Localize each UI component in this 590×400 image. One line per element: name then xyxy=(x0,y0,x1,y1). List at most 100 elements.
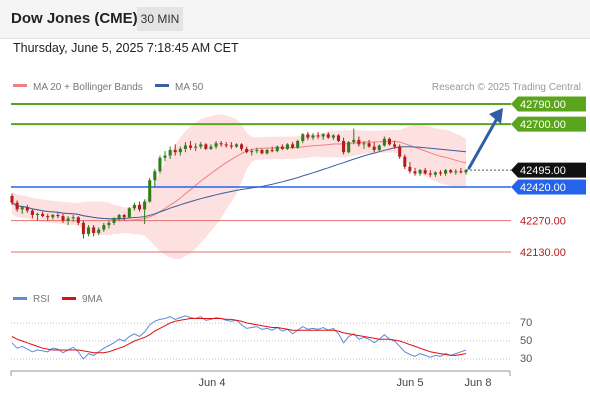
candle xyxy=(367,139,371,148)
header-bar: Dow Jones (CME) 30 MIN xyxy=(0,0,590,39)
candle xyxy=(71,215,75,222)
rsi-lines xyxy=(11,315,467,360)
level-tag-42270.00: 42270.00 xyxy=(520,216,566,228)
candle xyxy=(347,141,351,154)
x-label-jun4: Jun 4 xyxy=(199,377,226,389)
candle xyxy=(117,213,121,221)
candle xyxy=(209,144,213,150)
svg-text:42130.00: 42130.00 xyxy=(520,247,566,259)
candle xyxy=(331,134,335,140)
candle xyxy=(97,227,101,236)
candle xyxy=(183,142,187,153)
level-tag-42790.00: 42790.00 xyxy=(511,96,586,112)
candle xyxy=(357,136,361,147)
rsi-legend-swatch xyxy=(13,297,27,300)
candle xyxy=(316,132,320,139)
candle xyxy=(464,169,468,175)
rsi-line xyxy=(11,315,467,360)
candle xyxy=(454,169,458,175)
candle xyxy=(137,201,142,212)
candle xyxy=(336,134,341,143)
candle xyxy=(240,143,244,152)
candle xyxy=(265,148,269,155)
candle xyxy=(81,220,85,239)
rsi-legend-label: RSI xyxy=(33,294,50,305)
ma50-line xyxy=(11,146,467,220)
rsi-ma-legend-swatch xyxy=(62,297,76,300)
candle xyxy=(234,143,238,148)
x-label-jun8: Jun 8 xyxy=(465,377,492,389)
ma50-legend-swatch xyxy=(155,84,169,87)
candle xyxy=(46,213,50,221)
level-tag-42130.00: 42130.00 xyxy=(520,247,566,259)
candle xyxy=(270,146,274,153)
candle xyxy=(102,222,106,232)
candle xyxy=(444,169,448,176)
candle xyxy=(291,142,295,149)
candle xyxy=(30,209,34,219)
candle xyxy=(158,155,162,174)
candle xyxy=(112,217,116,226)
candle xyxy=(352,128,356,145)
candle xyxy=(250,148,254,156)
candle xyxy=(326,132,330,139)
candle xyxy=(66,216,70,226)
candle xyxy=(199,142,203,149)
candle xyxy=(143,199,147,224)
arrow-head xyxy=(489,108,503,124)
candle xyxy=(311,133,315,140)
candle xyxy=(76,216,80,226)
candle xyxy=(92,225,96,237)
candle xyxy=(403,154,407,170)
candle xyxy=(51,213,55,220)
candle xyxy=(132,202,136,211)
candle xyxy=(204,143,208,150)
candle xyxy=(41,211,45,218)
candle xyxy=(86,225,91,237)
candle xyxy=(189,141,193,150)
candle xyxy=(393,141,397,149)
candle xyxy=(173,144,177,156)
level-tag-42700.00: 42700.00 xyxy=(511,116,586,132)
candle xyxy=(449,169,453,174)
candle xyxy=(25,204,29,213)
candle xyxy=(229,142,233,149)
candle xyxy=(107,220,111,229)
x-label-jun5: Jun 5 xyxy=(397,377,424,389)
level-tags: 42790.00 42700.00 42495.00 42420.00 42270.00… xyxy=(511,96,586,259)
rsi-tick-30: 30 xyxy=(520,353,532,365)
candle xyxy=(56,212,60,219)
candle xyxy=(15,200,19,212)
arrow-shaft xyxy=(467,113,501,170)
candle xyxy=(163,151,167,162)
candle xyxy=(61,213,65,223)
candle xyxy=(10,193,14,205)
candle xyxy=(296,139,300,149)
candle xyxy=(306,132,310,140)
candle xyxy=(35,212,40,221)
candle xyxy=(285,143,289,150)
rsi-tick-50: 50 xyxy=(520,335,532,347)
attribution-text: Research © 2025 Trading Central xyxy=(432,82,581,93)
interval-button[interactable]: 30 MIN xyxy=(137,7,183,31)
ma20-legend-swatch xyxy=(13,84,27,87)
candle xyxy=(301,133,305,144)
candle xyxy=(377,144,381,152)
candle xyxy=(382,136,386,147)
candle xyxy=(178,146,182,156)
ma50-legend-label: MA 50 xyxy=(175,82,204,93)
level-tag-42420.00: 42420.00 xyxy=(511,179,586,195)
svg-text:42420.00: 42420.00 xyxy=(520,182,566,194)
candle xyxy=(214,141,218,149)
timestamp: Thursday, June 5, 2025 7:18:45 AM CET xyxy=(13,41,239,55)
candle xyxy=(433,171,437,177)
rsi-ma-legend-label: 9MA xyxy=(82,294,103,305)
level-tag-42495.00: 42495.00 xyxy=(511,162,586,178)
candle xyxy=(20,206,24,214)
candle xyxy=(408,162,412,174)
rsi-tick-70: 70 xyxy=(520,317,532,329)
ma20-legend-label: MA 20 + Bollinger Bands xyxy=(33,82,143,93)
candle xyxy=(224,142,228,148)
